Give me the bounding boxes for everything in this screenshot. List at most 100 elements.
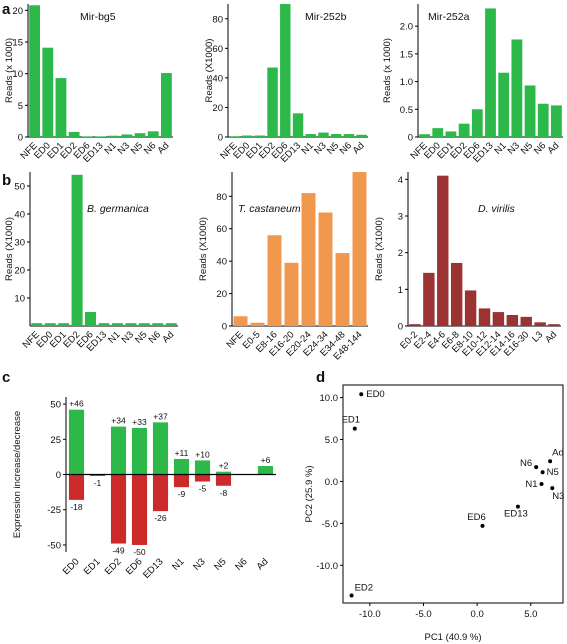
- bar: [419, 134, 430, 137]
- panel-letter-c: c: [2, 369, 10, 386]
- y-tick-label: 50: [14, 182, 25, 193]
- bar: [89, 474, 106, 476]
- chart-title: B. germanica: [87, 203, 149, 215]
- x-tick-label: Ad: [351, 140, 367, 156]
- bar: [68, 409, 85, 475]
- y-tick-label: 0.0: [325, 477, 338, 488]
- y-tick-label: -5.0: [322, 519, 338, 530]
- chart-7: -50 -25 0 25 50 Expression increase/decrease +…: [12, 397, 276, 581]
- y-tick-label: 20: [12, 6, 23, 17]
- bar: [335, 253, 350, 326]
- bar: [215, 474, 232, 486]
- y-tick-label: -50: [47, 540, 61, 551]
- x-tick-label: N5: [212, 556, 228, 572]
- point-label: N6: [520, 458, 532, 469]
- bar: [267, 67, 278, 137]
- data-label: -26: [154, 513, 167, 523]
- y-tick-label: 0.5: [400, 105, 413, 116]
- y-tick-label: 30: [14, 238, 25, 249]
- bar: [152, 323, 164, 326]
- bar: [520, 316, 532, 326]
- point-label: Ad: [552, 447, 564, 458]
- y-tick-label: 40: [212, 73, 223, 84]
- bar: [125, 323, 137, 326]
- bar: [432, 128, 444, 137]
- bar: [111, 323, 123, 326]
- scatter-point: [539, 481, 544, 486]
- point-label: ED0: [366, 389, 384, 400]
- scatter-point: [352, 426, 357, 431]
- scatter-point: [515, 504, 520, 509]
- bar: [254, 135, 266, 137]
- bar: [524, 85, 536, 137]
- y-tick-label: -10.0: [316, 561, 338, 572]
- bar: [356, 134, 367, 137]
- bar: [318, 212, 333, 326]
- chart-title: T. castaneum: [238, 203, 301, 215]
- y-tick-label: 10: [12, 69, 23, 80]
- bar: [352, 172, 367, 326]
- y-tick-label: 20: [14, 266, 25, 277]
- bar: [506, 315, 519, 326]
- bar: [233, 316, 248, 326]
- bar: [134, 133, 146, 137]
- y-tick-label: 50: [50, 400, 61, 411]
- data-label: +11: [175, 448, 189, 458]
- bar: [131, 474, 148, 545]
- bar: [551, 105, 562, 137]
- bar: [173, 459, 190, 475]
- panel-letter-d: d: [316, 369, 325, 386]
- bar: [464, 290, 477, 326]
- data-label: -5: [199, 484, 207, 494]
- bar: [173, 474, 190, 488]
- scatter-point: [550, 486, 555, 491]
- data-label: -8: [220, 488, 228, 498]
- x-tick-label: ED13: [141, 556, 166, 581]
- y-tick-label: 10: [14, 294, 25, 305]
- y-tick-label: 0: [218, 133, 223, 144]
- bar: [511, 39, 523, 137]
- point-label: ED6: [467, 512, 485, 523]
- y-axis-label: Reads (x 1000): [4, 38, 15, 103]
- bar: [301, 193, 316, 326]
- y-axis-label: Reads (X1000): [198, 217, 209, 281]
- bar: [31, 323, 43, 326]
- bar: [131, 428, 148, 475]
- x-tick-label: NFE: [224, 329, 245, 350]
- bar: [485, 8, 496, 137]
- bar: [121, 134, 133, 137]
- x-tick-label: N3: [191, 556, 207, 572]
- x-tick-label: -10.0: [359, 609, 381, 620]
- point-label: ED2: [355, 582, 373, 593]
- scatter-chart: -10.0 -5.0 0.0 5.0 10.0 5.0 0.0 -5.0 -10.0 PC1 (4…: [304, 384, 564, 643]
- bar: [95, 136, 106, 137]
- panel-letter-b: b: [2, 172, 11, 189]
- scatter-point: [540, 470, 545, 475]
- bar: [108, 135, 120, 137]
- x-tick-label: ED2: [103, 556, 124, 577]
- y-tick-label: 25: [50, 435, 61, 446]
- y-axis-label: Reads (x 1000): [382, 38, 393, 103]
- y-tick-label: 60: [216, 224, 227, 235]
- data-label: +34: [111, 416, 126, 426]
- y-tick-label: 60: [212, 44, 223, 55]
- bar: [423, 272, 435, 326]
- y-tick-label: 0: [398, 322, 403, 333]
- point-label: N3: [552, 491, 564, 502]
- scatter-point: [359, 392, 364, 397]
- data-label: +6: [261, 455, 271, 465]
- x-tick-label: ED1: [82, 556, 103, 577]
- data-label: +37: [153, 411, 168, 421]
- bar: [409, 324, 421, 326]
- y-tick-label: 10.0: [320, 393, 339, 404]
- y-tick-label: 5: [18, 101, 23, 112]
- bar: [437, 175, 449, 326]
- bar: [537, 103, 549, 137]
- scatter-point: [480, 523, 485, 528]
- bar: [71, 174, 83, 326]
- bar: [110, 474, 127, 544]
- point-label: N5: [547, 467, 559, 478]
- bar: [450, 262, 463, 326]
